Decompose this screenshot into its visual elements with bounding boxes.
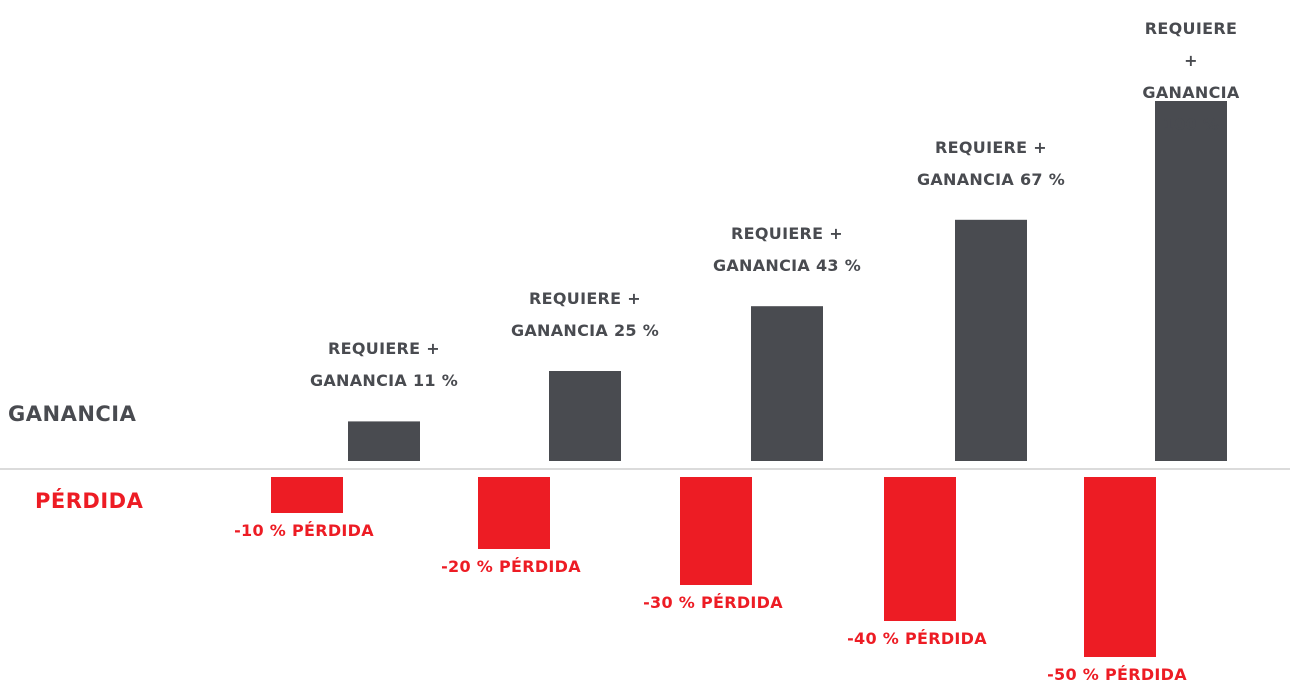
loss-label: -20 % PÉRDIDA — [441, 557, 581, 576]
loss-bar — [478, 477, 550, 549]
gain-label: REQUIERE + GANANCIA 100 % — [1142, 19, 1240, 134]
gain-label: REQUIERE + GANANCIA 25 % — [510, 289, 660, 340]
gain-series-label: GANANCIA — [8, 402, 137, 426]
loss-label: -30 % PÉRDIDA — [643, 593, 783, 612]
loss-label: -40 % PÉRDIDA — [847, 629, 987, 648]
loss-bar — [680, 477, 752, 585]
loss-bar — [884, 477, 956, 621]
gain-label: REQUIERE + GANANCIA 67 % — [916, 137, 1066, 189]
gain-bar — [1155, 101, 1227, 461]
loss-series-label: PÉRDIDA — [35, 489, 144, 513]
gain-label: REQUIERE + GANANCIA 43 % — [712, 224, 862, 276]
loss-label: -50 % PÉRDIDA — [1047, 665, 1187, 684]
gain-bar — [955, 219, 1027, 461]
gain-label: REQUIERE + GANANCIA 11 % — [309, 339, 459, 391]
loss-bar — [1084, 477, 1156, 657]
gain-bar — [348, 421, 420, 461]
gain-bar — [751, 306, 823, 461]
gain-bar — [549, 371, 621, 461]
loss-label: -10 % PÉRDIDA — [234, 521, 374, 540]
loss-bar — [271, 477, 343, 513]
